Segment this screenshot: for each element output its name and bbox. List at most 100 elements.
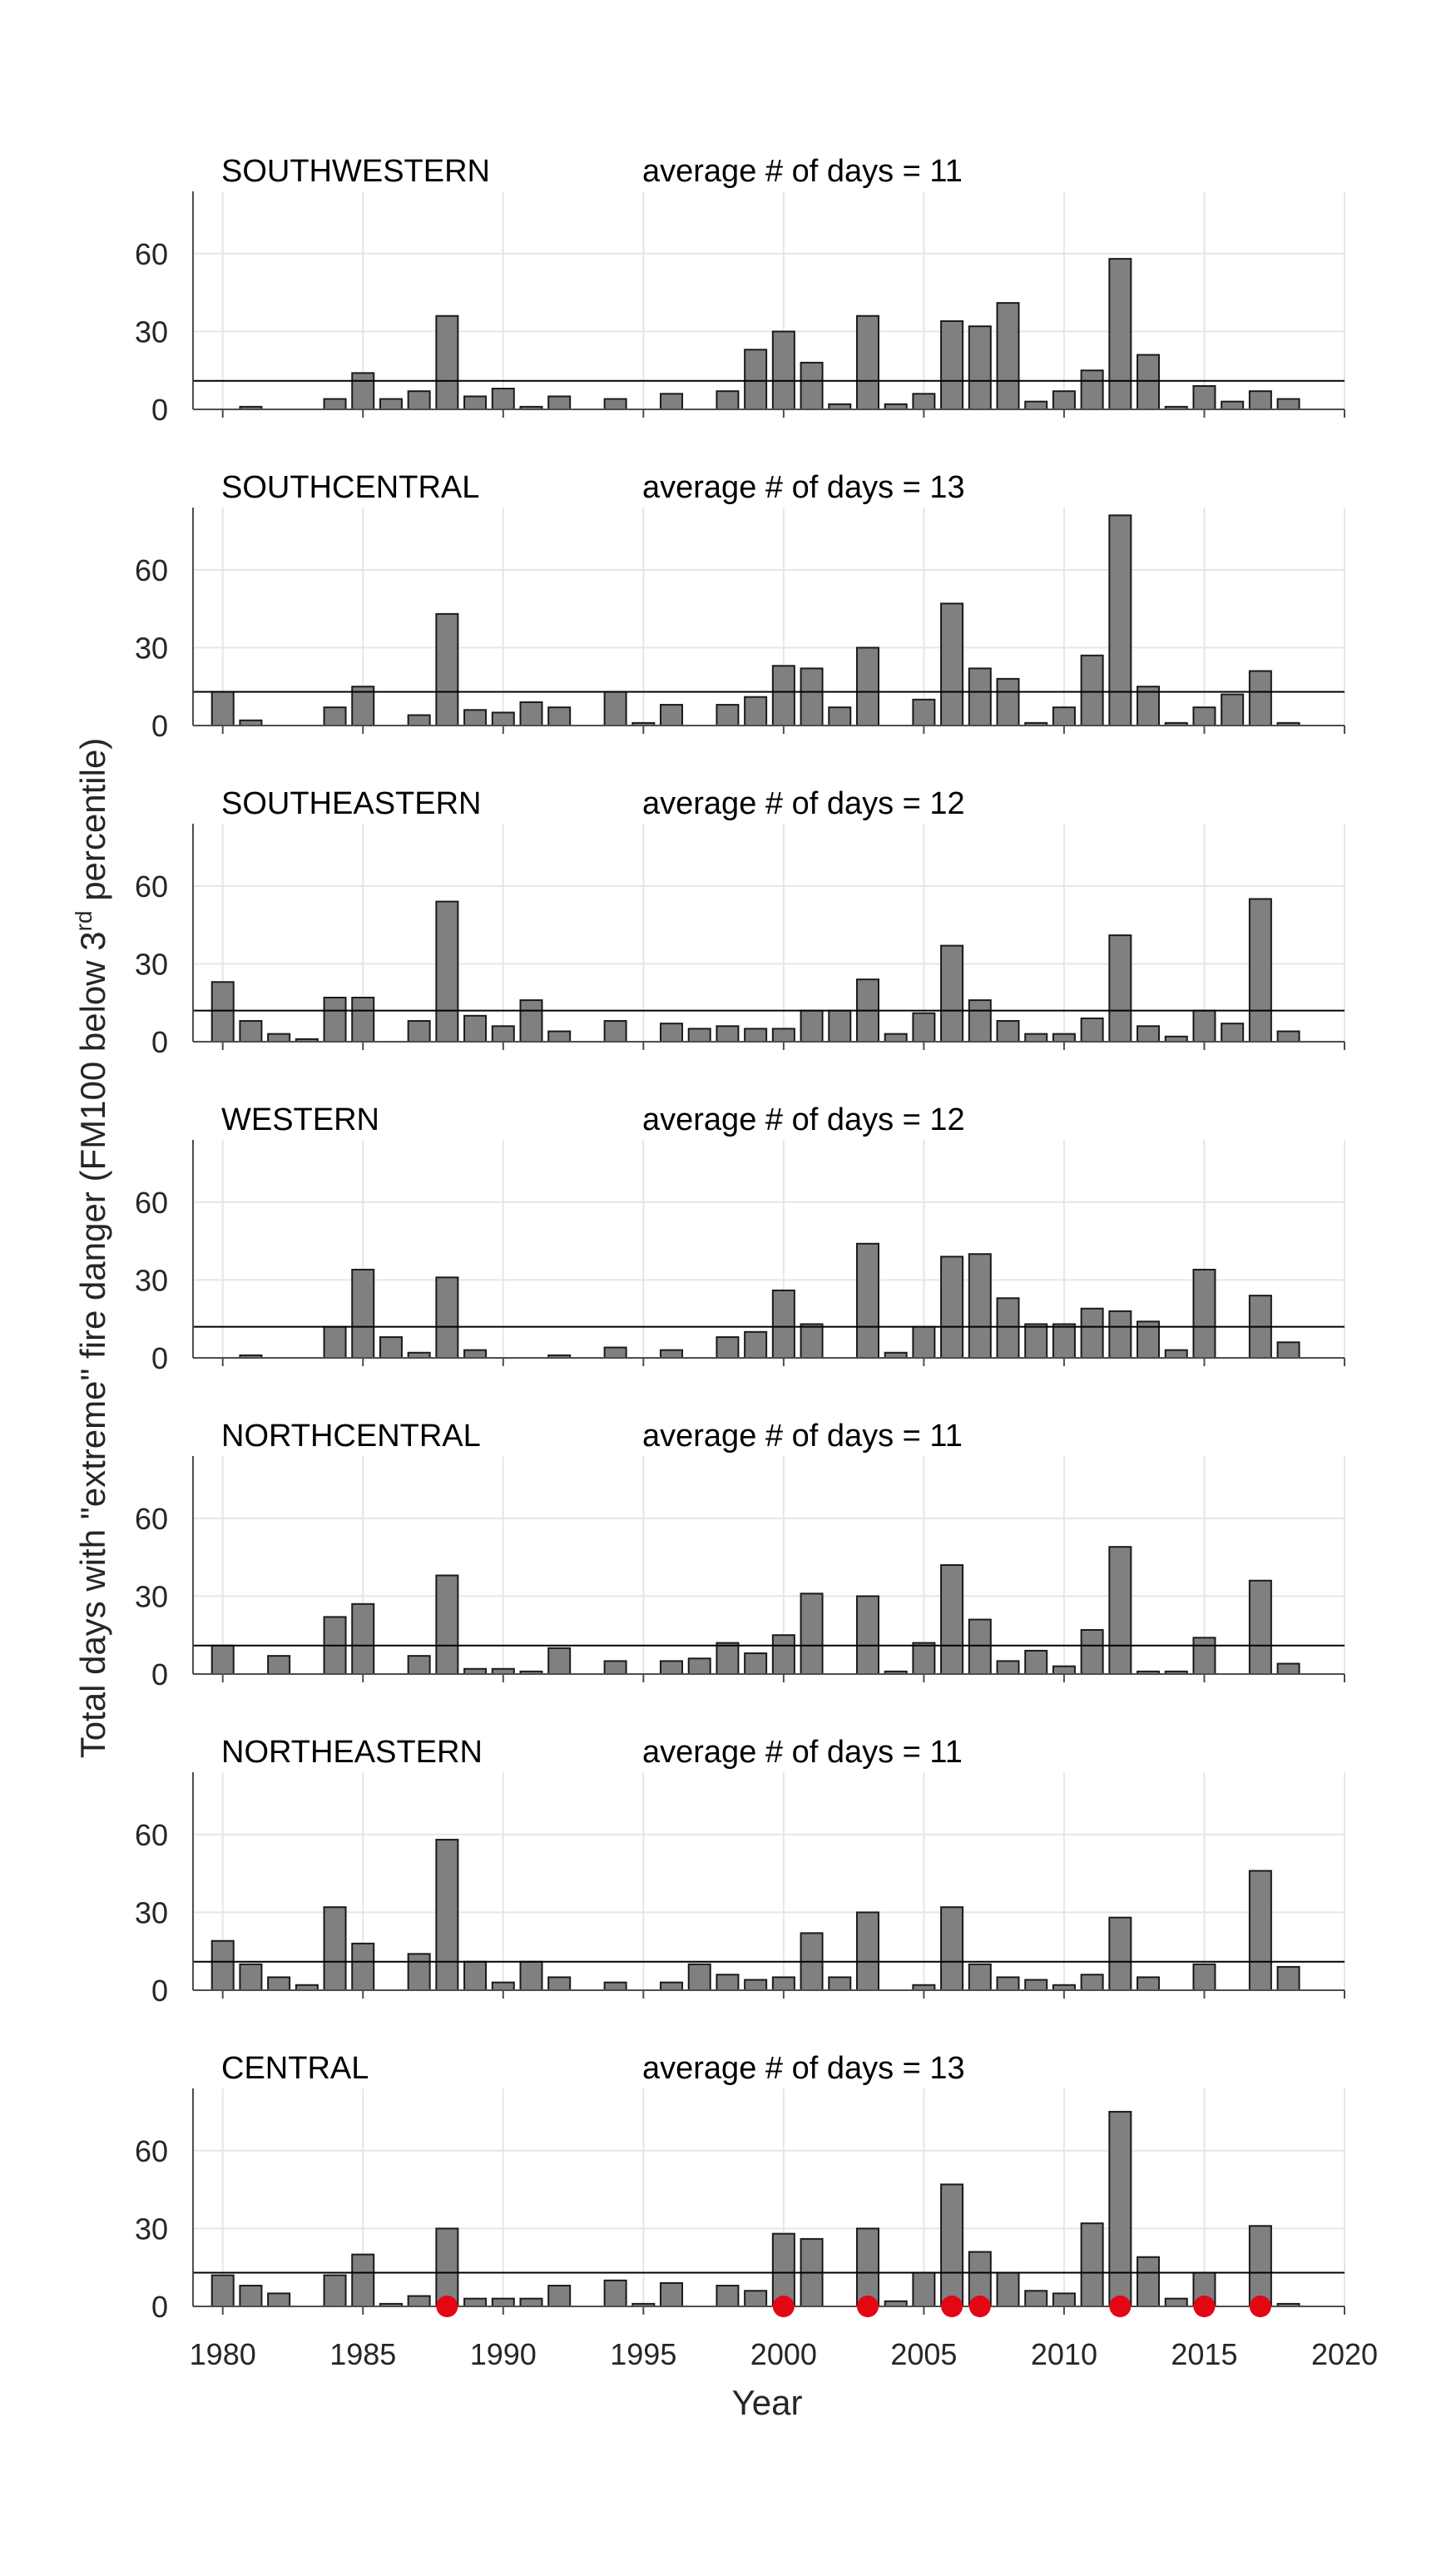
- x-tick-label: 2010: [1031, 2337, 1097, 2371]
- bar: [351, 1602, 375, 1676]
- bar: [435, 1276, 459, 1360]
- bar: [210, 981, 235, 1043]
- bar: [855, 1595, 879, 1676]
- bar: [267, 1976, 291, 1992]
- bar: [1248, 2225, 1272, 2308]
- bar: [940, 1564, 964, 1675]
- bar: [323, 706, 347, 727]
- bar: [800, 361, 824, 411]
- bar: [1108, 1310, 1132, 1360]
- bar: [996, 1660, 1020, 1676]
- red-marker-dot: [1109, 2296, 1132, 2317]
- bar: [968, 1253, 992, 1359]
- bar: [547, 706, 572, 727]
- bar: [323, 1906, 347, 1991]
- bar: [210, 2274, 235, 2308]
- bar: [1108, 1916, 1132, 1992]
- bar: [351, 686, 375, 727]
- red-marker-dot: [968, 2296, 991, 2317]
- bar: [1164, 1349, 1188, 1359]
- bar: [828, 1976, 852, 1992]
- bar: [603, 1020, 627, 1043]
- bar: [210, 691, 235, 727]
- bar: [940, 1256, 964, 1360]
- bar: [828, 1009, 852, 1043]
- bar: [519, 701, 543, 727]
- x-tick-label: 1980: [190, 2337, 256, 2371]
- y-axis-label-superscript: rd: [71, 910, 97, 931]
- bar: [323, 1325, 347, 1359]
- bar: [407, 1953, 431, 1991]
- bar: [463, 1349, 488, 1359]
- x-tick-label: 2015: [1171, 2337, 1237, 2371]
- bar: [519, 999, 543, 1043]
- bar: [912, 1642, 936, 1675]
- bar: [435, 1839, 459, 1991]
- bar: [547, 2285, 572, 2307]
- bar: [519, 1960, 543, 1991]
- bar: [603, 691, 627, 727]
- bar: [210, 1939, 235, 1991]
- bar: [1024, 1033, 1048, 1043]
- bar: [912, 1012, 936, 1043]
- bar: [1137, 1976, 1161, 1992]
- bar: [379, 1336, 403, 1359]
- red-marker-dot: [1249, 2296, 1271, 2317]
- bar: [491, 711, 515, 727]
- y-tick-label: 60: [135, 553, 168, 587]
- bar: [687, 1963, 711, 1992]
- bar: [267, 2292, 291, 2308]
- bar: [239, 1963, 263, 1992]
- bar: [716, 704, 740, 726]
- bar: [1052, 390, 1076, 410]
- bar: [323, 2274, 347, 2308]
- bar: [1024, 1323, 1048, 1360]
- red-marker-dot: [1193, 2296, 1216, 2317]
- bar: [1221, 693, 1245, 726]
- panel-central: 0 30 60 CENTRAL average # of days = 13: [135, 2051, 1345, 2324]
- y-tick-label: 60: [135, 237, 168, 271]
- bar: [1080, 1017, 1104, 1043]
- bar: [1052, 706, 1076, 727]
- bar: [491, 388, 515, 410]
- y-tick-label: 0: [151, 393, 168, 427]
- bar: [463, 2297, 488, 2307]
- bar: [1248, 390, 1272, 410]
- bar: [912, 1325, 936, 1359]
- bar: [1137, 2256, 1161, 2307]
- bar: [1192, 384, 1216, 410]
- y-tick-label: 60: [135, 1186, 168, 1220]
- bar: [239, 1020, 263, 1043]
- bar: [771, 1634, 795, 1675]
- bar: [547, 1647, 572, 1676]
- y-tick-label: 0: [151, 1025, 168, 1059]
- bar: [660, 704, 684, 726]
- bar: [912, 393, 936, 410]
- y-tick-label: 30: [135, 1263, 168, 1297]
- bar: [603, 1346, 627, 1359]
- bar: [435, 612, 459, 727]
- bar: [519, 2297, 543, 2307]
- bar: [1080, 369, 1104, 411]
- bar: [744, 2290, 768, 2307]
- bar: [744, 349, 768, 410]
- bar: [687, 1657, 711, 1676]
- y-tick-label: 30: [135, 1895, 168, 1929]
- bar: [1192, 1963, 1216, 1992]
- bar: [968, 999, 992, 1043]
- bar: [210, 1644, 235, 1675]
- bar: [1192, 1009, 1216, 1043]
- bar: [940, 944, 964, 1043]
- bar: [1080, 654, 1104, 726]
- bar: [1248, 1579, 1272, 1675]
- bar: [968, 1618, 992, 1675]
- bar: [407, 1020, 431, 1043]
- y-tick-label: 30: [135, 1579, 168, 1613]
- bar: [660, 393, 684, 410]
- panel-average-label: average # of days = 13: [642, 2051, 965, 2086]
- panel-average-label: average # of days = 12: [642, 786, 965, 821]
- bar: [884, 1033, 908, 1043]
- bar: [660, 1023, 684, 1043]
